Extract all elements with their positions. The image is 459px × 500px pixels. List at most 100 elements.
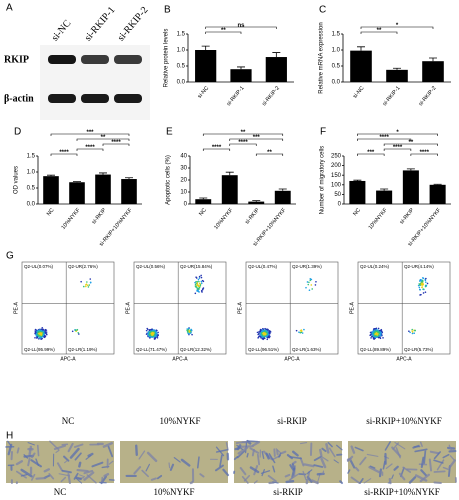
significance-label: ** bbox=[221, 28, 226, 34]
event-dot bbox=[373, 329, 376, 332]
bar bbox=[386, 69, 408, 82]
error-bar bbox=[237, 66, 245, 70]
event-dot bbox=[266, 333, 268, 335]
event-dot bbox=[425, 281, 427, 283]
event-dot bbox=[376, 334, 378, 336]
event-dot bbox=[308, 281, 310, 284]
bar bbox=[195, 199, 212, 204]
cell-stain bbox=[35, 458, 40, 467]
micrograph-caption: 10%NYKF bbox=[153, 487, 194, 497]
significance-label: *** bbox=[86, 130, 94, 136]
event-dot bbox=[188, 330, 191, 332]
event-dot bbox=[153, 338, 156, 340]
error-bar bbox=[199, 197, 208, 200]
cell-stain bbox=[354, 446, 364, 452]
event-dot bbox=[267, 328, 269, 331]
cell-stain bbox=[393, 465, 399, 471]
significance-bracket bbox=[383, 143, 438, 146]
event-dot bbox=[264, 333, 267, 336]
significance-bracket bbox=[410, 153, 438, 156]
panel-label: E bbox=[166, 127, 173, 138]
flow-caption: si-RKIP+10%NYKF bbox=[366, 416, 442, 426]
error-bar bbox=[380, 188, 389, 191]
flow-y-label: PE-A bbox=[349, 302, 355, 314]
bar bbox=[95, 174, 111, 204]
cell-stain bbox=[215, 448, 229, 453]
cell-stain bbox=[15, 470, 27, 479]
cell-stain bbox=[249, 447, 260, 454]
event-dot bbox=[259, 333, 262, 335]
event-dot bbox=[187, 327, 190, 330]
cell-stain bbox=[449, 455, 455, 461]
event-dot bbox=[377, 336, 380, 339]
event-dot bbox=[382, 337, 384, 339]
cell-stain bbox=[60, 476, 67, 483]
significance-bracket bbox=[50, 133, 130, 136]
y-tick-label: 0.0 bbox=[27, 202, 36, 208]
x-tick-label: si-RKIP bbox=[399, 207, 416, 225]
cell-stain bbox=[156, 474, 163, 480]
event-dot bbox=[156, 336, 159, 339]
event-dot bbox=[409, 331, 411, 334]
cell-stain bbox=[385, 463, 393, 469]
event-dot bbox=[261, 330, 264, 332]
y-tick-label: 0.5 bbox=[177, 64, 186, 70]
event-dot bbox=[266, 335, 268, 337]
significance-bracket bbox=[76, 138, 130, 141]
cell-stain bbox=[61, 443, 69, 446]
cell-stain bbox=[107, 445, 114, 458]
cell-stain bbox=[253, 480, 258, 484]
cell-stain bbox=[67, 442, 74, 453]
y-tick-label: 1.0 bbox=[177, 48, 186, 54]
event-dot bbox=[40, 338, 42, 341]
cell-stain bbox=[20, 473, 28, 477]
event-dot bbox=[417, 284, 420, 287]
cell-stain bbox=[15, 460, 24, 466]
event-dot bbox=[263, 337, 265, 339]
cell-stain bbox=[168, 462, 171, 469]
event-dot bbox=[145, 329, 148, 332]
micrograph bbox=[120, 441, 228, 483]
event-dot bbox=[200, 276, 203, 279]
event-dot bbox=[44, 331, 47, 334]
event-dot bbox=[40, 329, 43, 332]
bar bbox=[248, 201, 265, 204]
event-dot bbox=[149, 337, 151, 339]
cell-stain bbox=[336, 444, 343, 451]
bar bbox=[195, 50, 217, 82]
cell-stain bbox=[320, 455, 329, 462]
bar bbox=[350, 50, 372, 82]
significance-label: ** bbox=[409, 140, 414, 146]
error-bar bbox=[278, 188, 287, 191]
event-dot bbox=[71, 330, 74, 333]
cell-stain bbox=[325, 443, 330, 454]
event-dot bbox=[262, 332, 264, 335]
event-dot bbox=[298, 331, 300, 333]
significance-label: ** bbox=[101, 135, 106, 141]
quadrant-label: Q2-LL(96.51%) bbox=[248, 347, 279, 352]
cell-stain bbox=[420, 456, 425, 469]
cell-stain bbox=[398, 472, 406, 481]
event-dot bbox=[380, 328, 383, 331]
event-dot bbox=[421, 279, 424, 282]
cell-stain bbox=[138, 450, 146, 460]
x-tick-label: si-RKIP bbox=[244, 207, 261, 225]
event-dot bbox=[411, 331, 414, 333]
error-bar bbox=[433, 183, 442, 185]
cell-stain bbox=[363, 478, 372, 484]
cell-stain bbox=[31, 452, 36, 459]
event-dot bbox=[306, 281, 309, 283]
event-dot bbox=[150, 336, 152, 338]
blot-band bbox=[81, 55, 109, 64]
cell-stain bbox=[219, 454, 223, 468]
event-dot bbox=[198, 280, 200, 283]
significance-bracket bbox=[229, 138, 284, 141]
event-dot bbox=[200, 280, 203, 283]
quadrant-label: Q2-LR(1.63%) bbox=[292, 347, 322, 352]
event-dot bbox=[43, 335, 45, 338]
event-dot bbox=[154, 330, 157, 333]
event-dot bbox=[186, 328, 188, 330]
cell-stain bbox=[419, 473, 430, 483]
significance-bracket bbox=[102, 143, 130, 146]
event-dot bbox=[418, 286, 421, 289]
